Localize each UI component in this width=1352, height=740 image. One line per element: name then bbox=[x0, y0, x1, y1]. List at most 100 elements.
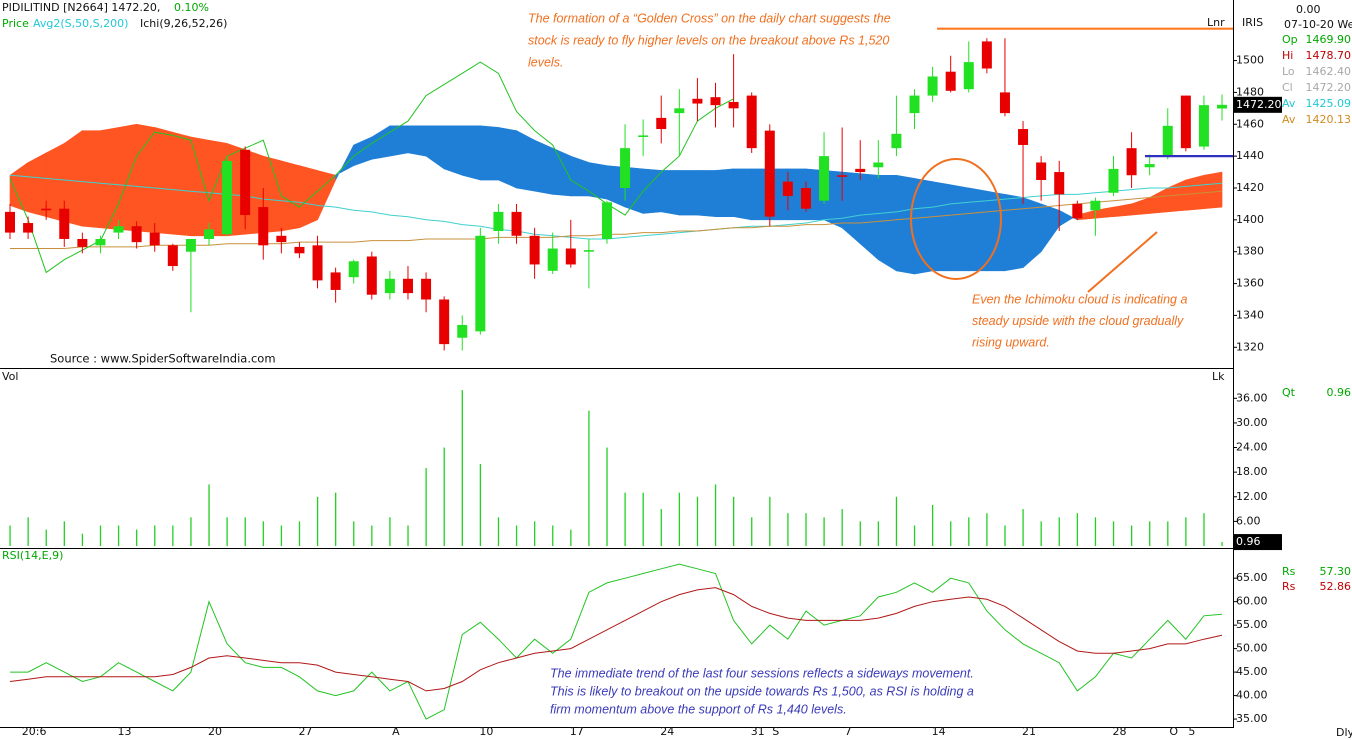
volume-bar bbox=[1058, 517, 1060, 546]
qt-label: Qt bbox=[1282, 386, 1296, 399]
candle-body bbox=[23, 223, 34, 233]
cloud-segment bbox=[932, 181, 951, 272]
candle-body bbox=[873, 162, 884, 168]
rs-label: Rs bbox=[1282, 565, 1296, 578]
x-tick-label: 14 bbox=[932, 725, 946, 738]
candle-body bbox=[185, 238, 196, 252]
indicator-line bbox=[9, 61, 734, 274]
candle-body bbox=[5, 211, 15, 233]
y-tick-label: 24.00 bbox=[1236, 441, 1268, 454]
candle-body bbox=[692, 98, 703, 104]
symbol: PIDILITIND [N2664] 1472.20, bbox=[2, 1, 160, 14]
cloud-segment bbox=[443, 125, 463, 176]
volume-bar bbox=[931, 504, 934, 546]
volume-bar bbox=[1167, 521, 1169, 546]
candle-body bbox=[945, 71, 956, 91]
volume-bar bbox=[787, 513, 789, 546]
x-tick-label: A bbox=[392, 725, 400, 738]
candle-body bbox=[891, 133, 902, 149]
x-tick-label: 21 bbox=[1022, 725, 1036, 738]
volume-bar bbox=[136, 529, 138, 546]
volume-bar bbox=[172, 525, 174, 546]
volume-bar bbox=[154, 525, 156, 546]
last-value-label: 0.96 bbox=[1236, 535, 1261, 548]
cloud-segment bbox=[1004, 193, 1024, 272]
candle-body bbox=[1217, 104, 1228, 109]
cloud-segment bbox=[172, 131, 192, 237]
change: 0.10% bbox=[174, 1, 209, 14]
volume-bar bbox=[497, 517, 500, 546]
candle-body bbox=[402, 278, 413, 294]
annotation-text: The formation of a “Golden Cross” on the… bbox=[528, 11, 891, 25]
candle-body bbox=[1198, 105, 1209, 147]
volume-bar bbox=[534, 521, 536, 546]
info-value: 1462.40 bbox=[1306, 65, 1352, 78]
volume-bar bbox=[733, 496, 735, 546]
y-tick-label: 1380 bbox=[1236, 245, 1264, 258]
y-tick-label: 1360 bbox=[1236, 277, 1264, 290]
cloud-segment bbox=[82, 130, 101, 229]
info-value: 1425.09 bbox=[1306, 97, 1352, 110]
source: Source : www.SpiderSoftwareIndia.com bbox=[50, 352, 276, 366]
y-tick-label: 55.00 bbox=[1236, 618, 1268, 631]
cloud-segment bbox=[480, 125, 499, 181]
volume-bar bbox=[316, 496, 319, 546]
cloud-segment bbox=[733, 168, 752, 221]
y-tick-label: 50.00 bbox=[1236, 642, 1268, 655]
cloud-segment bbox=[190, 136, 210, 237]
x-tick-label: 24 bbox=[660, 725, 674, 738]
x-tick-label: 20 bbox=[208, 725, 222, 738]
cloud-segment bbox=[136, 123, 156, 233]
info-top: 0.00 bbox=[1296, 3, 1321, 16]
volume-bar bbox=[751, 517, 753, 546]
y-tick-label: 18.00 bbox=[1236, 465, 1268, 478]
candle-body bbox=[95, 238, 106, 246]
candle-body bbox=[1126, 148, 1137, 176]
volume-bar bbox=[696, 496, 699, 546]
candle-body bbox=[601, 202, 612, 239]
cloud-segment bbox=[118, 123, 137, 232]
volume-bar bbox=[63, 521, 65, 546]
candle-body bbox=[312, 245, 323, 281]
annotation-text: Even the Ichimoku cloud is indicating a bbox=[972, 292, 1187, 306]
pointer-line bbox=[1087, 231, 1158, 293]
volume-bar bbox=[570, 529, 572, 546]
candle-body bbox=[240, 149, 251, 216]
cloud-segment bbox=[715, 168, 734, 217]
volume-bar bbox=[913, 525, 916, 546]
candle-body bbox=[294, 246, 305, 254]
volume-bar bbox=[895, 496, 898, 546]
volume-bar bbox=[1094, 517, 1097, 546]
volume-bar bbox=[389, 517, 391, 546]
annotation-text: steady upside with the cloud gradually bbox=[972, 314, 1184, 328]
candle-body bbox=[131, 226, 142, 243]
info-label: Cl bbox=[1282, 81, 1293, 94]
y-tick-label: 1480 bbox=[1236, 85, 1264, 98]
ichi-label: Ichi(9,26,52,26) bbox=[140, 17, 227, 30]
volume-bar bbox=[588, 410, 590, 546]
candle-body bbox=[656, 117, 667, 130]
cloud-segment bbox=[1203, 171, 1223, 210]
candle-body bbox=[728, 101, 739, 109]
rs-label: Rs bbox=[1282, 580, 1296, 593]
avg-label: Avg2(S,50,S,200) bbox=[33, 17, 128, 30]
y-tick-label: 1420 bbox=[1236, 181, 1264, 194]
candle-body bbox=[1090, 200, 1101, 211]
candle-body bbox=[764, 130, 775, 217]
cloud-segment bbox=[154, 127, 174, 235]
info-value: 1420.13 bbox=[1306, 113, 1352, 126]
candle-body bbox=[1018, 129, 1029, 145]
candle-body bbox=[620, 148, 631, 188]
volume-bar bbox=[1203, 513, 1205, 546]
lnr: Lnr bbox=[1207, 16, 1225, 29]
last-value-box bbox=[1234, 96, 1282, 113]
last-value-label: 1472.20 bbox=[1236, 98, 1282, 111]
cloud-segment bbox=[950, 184, 970, 272]
volume-bar bbox=[660, 509, 662, 546]
volume-bar bbox=[986, 513, 988, 546]
volume-bar bbox=[244, 517, 246, 546]
rs-value: 52.86 bbox=[1320, 580, 1352, 593]
volume-bar bbox=[1040, 521, 1042, 546]
candle-body bbox=[1162, 125, 1173, 157]
volume-bar bbox=[99, 525, 102, 546]
